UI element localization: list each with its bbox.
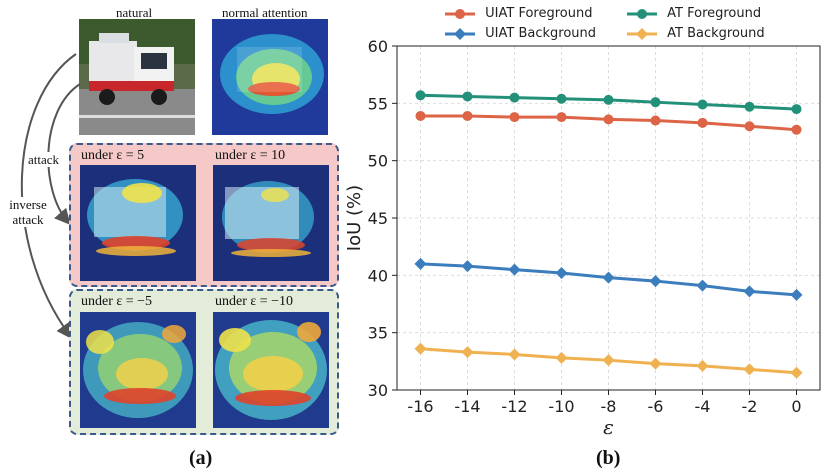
legend-label-at-fg: AT Foreground [667, 6, 762, 21]
data-point-at-background [790, 366, 803, 379]
figure-panel-a: natural normal attention [0, 0, 345, 475]
data-point-at-foreground [556, 93, 567, 104]
data-point-uiat-foreground [556, 112, 567, 123]
data-point-uiat-background [414, 257, 427, 270]
data-point-uiat-background [508, 263, 521, 276]
x-tick-label: -14 [454, 397, 480, 416]
attack-arrows [20, 53, 81, 340]
data-point-uiat-background [790, 288, 803, 301]
data-point-uiat-background [555, 267, 568, 280]
x-tick-label: -8 [601, 397, 617, 416]
y-tick-label: 60 [368, 37, 388, 56]
caption-a: (a) [189, 447, 213, 469]
inverse-eps-neg5-heatmap [80, 312, 196, 428]
x-tick-label: -6 [648, 397, 664, 416]
legend-label-uiat-fg: UIAT Foreground [485, 6, 593, 21]
caption-b: (b) [596, 447, 621, 469]
legend: UIAT Foreground AT Foreground UIAT Backg… [345, 0, 830, 44]
data-point-at-foreground [415, 90, 426, 101]
data-point-at-background [696, 359, 709, 372]
data-point-uiat-background [649, 275, 662, 288]
data-point-uiat-foreground [791, 124, 802, 135]
legend-marker-uiat-bg [445, 27, 475, 40]
y-tick-label: 40 [368, 266, 388, 285]
data-point-uiat-foreground [415, 110, 426, 121]
data-point-at-foreground [697, 99, 708, 110]
x-axis-label: ε [603, 415, 614, 439]
data-point-uiat-foreground [462, 110, 473, 121]
natural-label: natural [116, 5, 153, 20]
data-point-at-background [743, 363, 756, 376]
inverse-attack-label: inverse attack [4, 197, 52, 227]
data-point-at-foreground [791, 104, 802, 115]
y-tick-label: 55 [368, 94, 388, 113]
y-tick-label: 50 [368, 152, 388, 171]
x-tick-label: -10 [548, 397, 574, 416]
y-tick-label: 45 [368, 209, 388, 228]
attack-eps5-heatmap [80, 165, 196, 281]
y-axis-label: IoU (%) [345, 185, 365, 251]
normal-attention-heatmap [212, 19, 328, 135]
y-tick-label: 35 [368, 324, 388, 343]
data-point-at-background [508, 348, 521, 361]
legend-item-at-fg: AT Foreground [627, 6, 761, 21]
data-point-uiat-background [696, 279, 709, 292]
condition-eps-10: under ε = 10 [215, 148, 286, 163]
figure-panel-b: UIAT Foreground AT Foreground UIAT Backg… [345, 0, 830, 475]
legend-marker-at-fg [627, 8, 657, 19]
data-point-at-foreground [650, 97, 661, 108]
attack-eps10-heatmap [213, 165, 329, 281]
legend-item-at-bg: AT Background [627, 26, 765, 41]
x-tick-label: -12 [501, 397, 527, 416]
data-point-uiat-foreground [650, 115, 661, 126]
natural-truck-image [79, 19, 195, 135]
legend-item-uiat-bg: UIAT Background [445, 26, 596, 41]
data-point-uiat-background [461, 260, 474, 273]
data-point-at-foreground [603, 94, 614, 105]
condition-eps-neg10: under ε = −10 [215, 294, 294, 309]
data-point-uiat-background [743, 285, 756, 298]
legend-label-uiat-bg: UIAT Background [485, 26, 597, 41]
legend-item-uiat-fg: UIAT Foreground [445, 6, 592, 21]
data-point-uiat-foreground [603, 114, 614, 125]
y-tick-label: 30 [368, 381, 388, 400]
data-point-at-background [555, 351, 568, 364]
normal-attention-label: normal attention [222, 5, 308, 20]
iou-line-chart: 30 35 40 45 50 55 60 -16 -14 -12 -10 -8 -6 -4 -2 0 IoU (… [345, 37, 821, 439]
data-point-at-background [461, 346, 474, 359]
inverse-eps-neg10-heatmap [213, 312, 329, 428]
data-point-at-foreground [462, 91, 473, 102]
x-tick-label: 0 [791, 397, 801, 416]
data-point-uiat-background [602, 271, 615, 284]
data-point-at-background [414, 342, 427, 355]
condition-eps-5: under ε = 5 [81, 148, 145, 163]
condition-eps-neg5: under ε = −5 [81, 294, 153, 309]
data-point-uiat-foreground [697, 117, 708, 128]
legend-marker-at-bg [627, 27, 657, 40]
x-tick-label: -2 [742, 397, 758, 416]
x-tick-label: -4 [695, 397, 711, 416]
data-point-at-foreground [744, 101, 755, 112]
data-point-uiat-foreground [744, 121, 755, 132]
attack-label: attack [28, 152, 60, 167]
data-point-at-background [602, 354, 615, 367]
legend-label-at-bg: AT Background [667, 26, 765, 41]
data-point-at-foreground [509, 92, 520, 103]
data-point-at-background [649, 357, 662, 370]
data-point-uiat-foreground [509, 112, 520, 123]
x-tick-label: -16 [407, 397, 433, 416]
legend-marker-uiat-fg [445, 8, 475, 19]
